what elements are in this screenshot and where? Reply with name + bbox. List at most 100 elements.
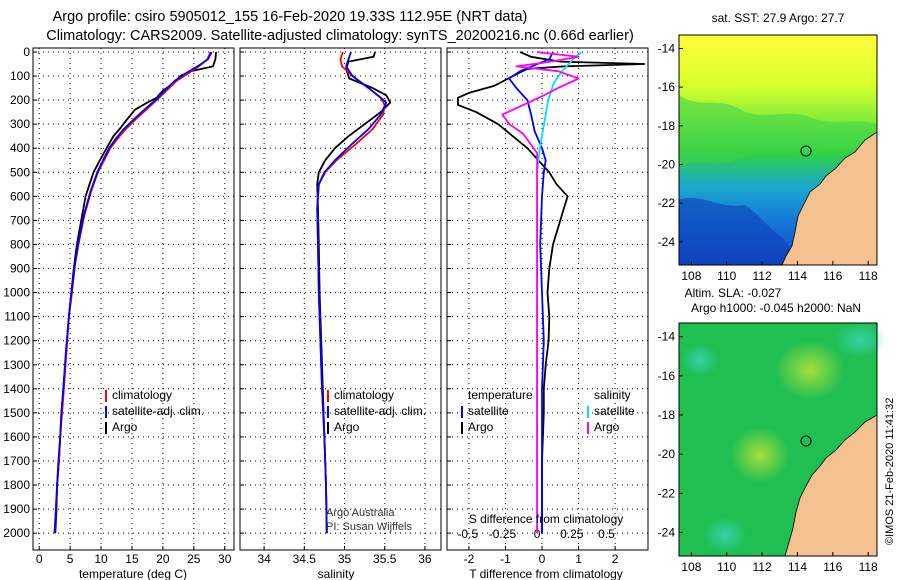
difference-plot-frame bbox=[446, 47, 649, 551]
depth-tick-label: 2000 bbox=[3, 526, 30, 540]
x-tick-label: -2 bbox=[464, 552, 475, 566]
legend-title-salinity: salinity bbox=[594, 388, 631, 402]
legend-label-s-argo: Argo bbox=[594, 420, 620, 434]
series-argo bbox=[316, 51, 392, 534]
x-tick-label: 35 bbox=[338, 552, 352, 566]
depth-tick-label: 300 bbox=[10, 117, 30, 131]
depth-tick-label: 600 bbox=[10, 189, 30, 203]
temperature-xlabel: temperature (deg C) bbox=[79, 567, 187, 580]
x-tick-label: 34.5 bbox=[293, 552, 317, 566]
map-y-tick-label: -22 bbox=[658, 486, 676, 500]
x-tick-label: 2 bbox=[612, 552, 619, 566]
temperature-legend: climatology satellite-adj. clim. Argo bbox=[105, 388, 204, 434]
map-x-tick-label: 108 bbox=[681, 560, 701, 574]
legend-label-s-satellite: satellite bbox=[594, 404, 635, 418]
annotation-argo-australia: Argo Australia bbox=[326, 507, 395, 519]
sla-map-ticks: 108 110 112 114 116 118 -14 -16 -18 -20 -22 -24 bbox=[658, 330, 878, 574]
s-tick-label: 0.5 bbox=[598, 527, 615, 541]
map-y-tick-label: -24 bbox=[658, 235, 676, 249]
depth-tick-label: 1700 bbox=[3, 454, 30, 468]
grid-layer bbox=[33, 48, 648, 550]
sla-blob bbox=[730, 427, 790, 483]
depth-tick-label: 1600 bbox=[3, 430, 30, 444]
map-y-tick-label: -14 bbox=[658, 330, 676, 344]
salinity-xlabel: salinity bbox=[318, 567, 355, 580]
title-line-2: Climatology: CARS2009. Satellite-adjuste… bbox=[46, 28, 634, 44]
series-s-satellite bbox=[536, 51, 583, 534]
sst-map: sat. SST: 27.9 Argo: 27.7 108 110 112 114 11… bbox=[658, 11, 878, 283]
x-tick-label: 15 bbox=[125, 552, 139, 566]
s-tick-label: -0.5 bbox=[457, 527, 478, 541]
depth-tick-label: 1400 bbox=[3, 382, 30, 396]
legend-label-satellite: satellite-adj. clim. bbox=[334, 404, 426, 418]
s-tick-label: -0.25 bbox=[489, 527, 517, 541]
map-x-tick-label: 110 bbox=[717, 269, 736, 283]
depth-tick-label: 400 bbox=[10, 141, 30, 155]
map-y-tick-label: -16 bbox=[658, 80, 676, 94]
depth-tick-label: 500 bbox=[10, 165, 30, 179]
sst-deep-blue-band bbox=[679, 197, 800, 265]
depth-tick-label: 1200 bbox=[3, 334, 30, 348]
legend-label-satellite: satellite-adj. clim. bbox=[112, 404, 204, 418]
depth-tick-label: 700 bbox=[10, 213, 30, 227]
title-line-1: Argo profile: csiro 5905012_155 16-Feb-2… bbox=[53, 9, 528, 25]
map-x-tick-label: 112 bbox=[753, 560, 772, 574]
depth-tick-label: 1900 bbox=[3, 502, 30, 516]
depth-tick-label: 900 bbox=[10, 262, 30, 276]
sla-land bbox=[784, 414, 878, 557]
series-s-argo bbox=[501, 51, 580, 534]
salinity-legend: climatology satellite-adj. clim. Argo Ar… bbox=[326, 388, 426, 533]
depth-axis: 0 100 200 300 400 500 600 700 800 900 1000 1100 1200… bbox=[3, 45, 30, 540]
x-tick-label: 5 bbox=[67, 552, 74, 566]
x-tick-label: 0 bbox=[539, 552, 546, 566]
sla-blob bbox=[680, 344, 720, 376]
map-x-tick-label: 118 bbox=[859, 269, 878, 283]
legend-title-temperature: temperature bbox=[468, 388, 533, 402]
map-y-tick-label: -24 bbox=[658, 526, 676, 540]
map-x-tick-label: 114 bbox=[788, 269, 807, 283]
map-x-tick-label: 110 bbox=[717, 560, 736, 574]
map-y-tick-label: -16 bbox=[658, 369, 676, 383]
x-tick-label: 36 bbox=[418, 552, 432, 566]
difference-legend-salinity: salinity satellite Argo bbox=[587, 388, 635, 434]
sla-blob bbox=[775, 340, 845, 400]
depth-tick-label: 1300 bbox=[3, 358, 30, 372]
map-x-tick-label: 116 bbox=[823, 560, 842, 574]
map-y-tick-label: -22 bbox=[658, 196, 676, 210]
legend-label-climatology: climatology bbox=[112, 388, 172, 402]
sst-map-frame bbox=[678, 34, 878, 266]
sla-map-frame bbox=[678, 322, 878, 557]
map-y-tick-label: -20 bbox=[658, 447, 676, 461]
t-difference-xlabel: T difference from climatology bbox=[469, 567, 623, 580]
difference-legend-temperature: temperature satellite Argo bbox=[461, 388, 533, 434]
x-axes: 0 5 10 15 20 25 30 34 34.5 35 35.5 36 -2 -1 0 1 2 -0.5 -0.… bbox=[36, 527, 619, 566]
imos-credit: ©IMOS 21-Feb-2020 11:41:32 bbox=[884, 398, 896, 545]
series-satellite-adj-clim- bbox=[53, 51, 213, 534]
map-x-tick-label: 114 bbox=[788, 560, 807, 574]
s-tick-label: 0.25 bbox=[560, 527, 584, 541]
series-t-argo bbox=[457, 51, 646, 534]
annotation-pi: PI: Susan Wijffels bbox=[326, 521, 412, 533]
x-tick-label: 20 bbox=[156, 552, 170, 566]
map-y-tick-label: -20 bbox=[658, 157, 676, 171]
sla-blob bbox=[703, 517, 747, 553]
legend-label-t-satellite: satellite bbox=[468, 404, 509, 418]
series-t-satellite bbox=[508, 51, 554, 534]
series-layer bbox=[53, 51, 646, 534]
depth-tick-label: 800 bbox=[10, 237, 30, 251]
sst-map-ticks: 108 110 112 114 116 118 -14 -16 -18 -20 -22 -24 bbox=[658, 42, 878, 283]
depth-tick-label: 100 bbox=[10, 69, 30, 83]
salinity-plot-frame bbox=[239, 47, 442, 551]
x-tick-label: 25 bbox=[187, 552, 201, 566]
depth-tick-label: 1000 bbox=[3, 286, 30, 300]
legend-label-t-argo: Argo bbox=[468, 420, 494, 434]
sla-map-title-2: Argo h1000: -0.045 h2000: NaN bbox=[691, 301, 861, 315]
depth-tick-label: 1500 bbox=[3, 406, 30, 420]
series-climatology bbox=[53, 51, 212, 534]
s-tick-label: 0 bbox=[534, 527, 541, 541]
series-satellite-adj-clim- bbox=[316, 51, 388, 534]
map-y-tick-label: -14 bbox=[658, 42, 676, 56]
sst-green-band bbox=[679, 95, 877, 166]
x-tick-label: 30 bbox=[218, 552, 232, 566]
